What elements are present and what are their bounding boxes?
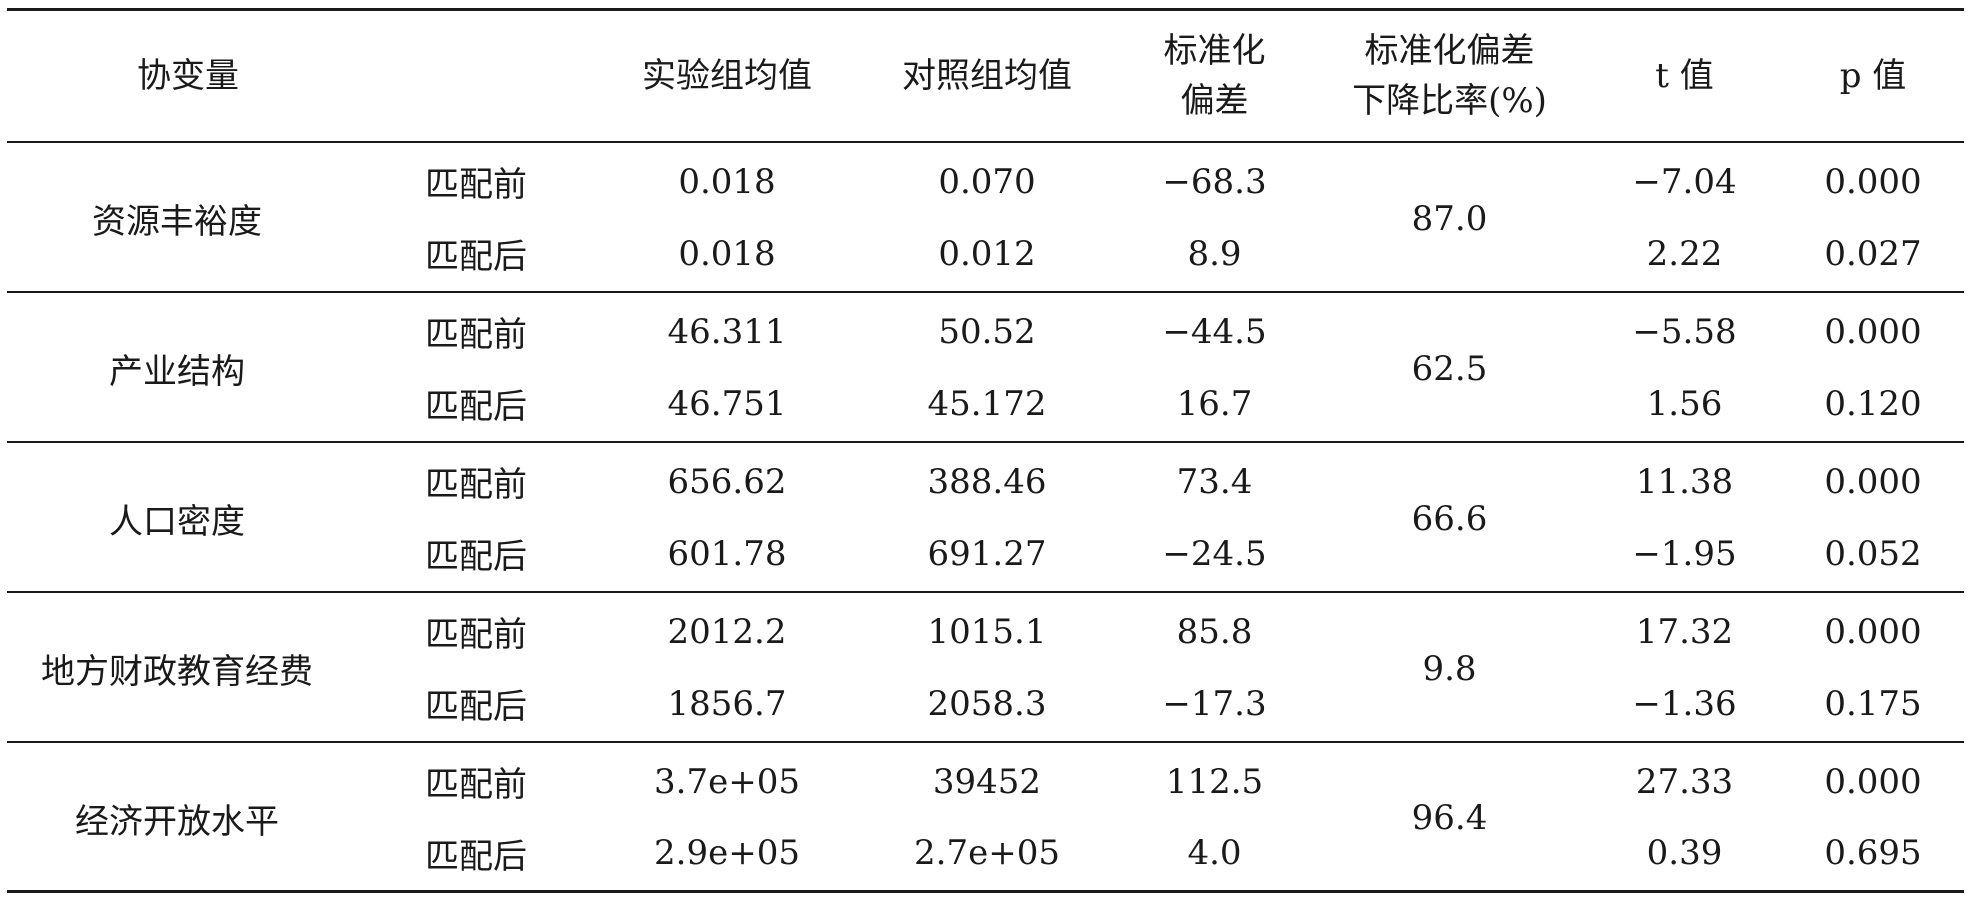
control-mean-cell: 388.46	[927, 461, 1047, 502]
table-row: 匹配后 1856.7 2058.3 −17.3 −1.36 0.175	[7, 666, 1964, 743]
control-mean-cell: 0.012	[857, 216, 1117, 293]
table-header: 协变量 实验组均值 对照组均值 标准化 偏差 标准化偏差 下降比率(%) t 值…	[7, 8, 1964, 143]
t-value-cell: −1.36	[1587, 666, 1782, 743]
treat-mean-cell: 2.9e+05	[597, 816, 857, 893]
covariate-name: 资源丰裕度	[7, 141, 387, 293]
std-bias-cell: 8.9	[1117, 216, 1312, 293]
balance-test-table-container: 协变量 实验组均值 对照组均值 标准化 偏差 标准化偏差 下降比率(%) t 值…	[7, 8, 1964, 893]
p-value-cell: 0.120	[1782, 366, 1964, 443]
header-covariate: 协变量	[7, 8, 597, 143]
stage-label: 匹配后	[387, 366, 597, 443]
treat-mean-cell: 46.751	[597, 366, 857, 443]
treat-mean-cell: 1856.7	[597, 666, 857, 743]
std-bias-cell: 16.7	[1117, 366, 1312, 443]
bias-reduction-cell: 9.8	[1312, 591, 1587, 743]
std-bias-cell: 112.5	[1165, 761, 1264, 802]
header-std-bias: 标准化 偏差	[1117, 8, 1312, 143]
header-bias-reduction-line2: 下降比率(%)	[1352, 80, 1547, 121]
stage-label: 匹配前	[425, 465, 527, 505]
covariate-name: 人口密度	[7, 441, 387, 593]
stage-label: 匹配后	[387, 816, 597, 893]
stage-label: 匹配后	[387, 666, 597, 743]
table-row: 匹配后 601.78 691.27 −24.5 −1.95 0.052	[7, 516, 1964, 593]
table-body: 资源丰裕度 匹配前 0.018 0.070 −68.3 87.0 −7.04 0…	[7, 141, 1964, 893]
t-value-cell: −7.04	[1632, 161, 1737, 202]
treat-mean-cell: 3.7e+05	[654, 761, 800, 802]
t-value-cell: 11.38	[1635, 461, 1734, 502]
t-value-cell: 27.33	[1635, 761, 1734, 802]
p-value-cell: 0.052	[1782, 516, 1964, 593]
control-mean-cell: 0.070	[938, 161, 1036, 202]
header-control-mean: 对照组均值	[857, 8, 1117, 143]
table-row: 匹配后 46.751 45.172 16.7 1.56 0.120	[7, 366, 1964, 443]
table-row: 经济开放水平 匹配前 3.7e+05 39452 112.5 96.4 27.3…	[7, 741, 1964, 893]
t-value-cell: 1.56	[1587, 366, 1782, 443]
control-mean-cell: 2058.3	[857, 666, 1117, 743]
p-value-cell: 0.000	[1824, 161, 1922, 202]
t-value-cell: −5.58	[1632, 311, 1737, 352]
bias-reduction-cell: 96.4	[1312, 741, 1587, 893]
std-bias-cell: −68.3	[1162, 161, 1267, 202]
p-value-cell: 0.695	[1782, 816, 1964, 893]
control-mean-cell: 1015.1	[927, 611, 1047, 652]
table-row: 匹配后 0.018 0.012 8.9 2.22 0.027	[7, 216, 1964, 293]
std-bias-cell: −44.5	[1162, 311, 1267, 352]
header-bias-reduction-line1: 标准化偏差	[1364, 30, 1535, 71]
p-value-cell: 0.175	[1782, 666, 1964, 743]
t-value-cell: 0.39	[1587, 816, 1782, 893]
stage-label: 匹配前	[425, 765, 527, 805]
stage-label: 匹配后	[387, 516, 597, 593]
covariate-name: 地方财政教育经费	[7, 591, 387, 743]
p-value-cell: 0.000	[1824, 761, 1922, 802]
std-bias-cell: −17.3	[1117, 666, 1312, 743]
stage-label: 匹配后	[387, 216, 597, 293]
std-bias-cell: 85.8	[1176, 611, 1253, 652]
std-bias-cell: 4.0	[1117, 816, 1312, 893]
control-mean-cell: 45.172	[857, 366, 1117, 443]
control-mean-cell: 691.27	[857, 516, 1117, 593]
t-value-cell: −1.95	[1587, 516, 1782, 593]
covariate-name: 产业结构	[7, 291, 387, 443]
bias-reduction-cell: 87.0	[1312, 141, 1587, 293]
bias-reduction-cell: 62.5	[1312, 291, 1587, 443]
header-p-value: p 值	[1782, 8, 1964, 143]
control-mean-cell: 50.52	[938, 311, 1036, 352]
stage-label: 匹配前	[425, 615, 527, 655]
table-row: 匹配后 2.9e+05 2.7e+05 4.0 0.39 0.695	[7, 816, 1964, 893]
p-value-cell: 0.000	[1824, 461, 1922, 502]
treat-mean-cell: 656.62	[667, 461, 787, 502]
table-row: 资源丰裕度 匹配前 0.018 0.070 −68.3 87.0 −7.04 0…	[7, 141, 1964, 293]
table-row: 人口密度 匹配前 656.62 388.46 73.4 66.6 11.38 0…	[7, 441, 1964, 593]
header-row: 协变量 实验组均值 对照组均值 标准化 偏差 标准化偏差 下降比率(%) t 值…	[7, 8, 1964, 143]
t-value-cell: 2.22	[1587, 216, 1782, 293]
treat-mean-cell: 46.311	[667, 311, 787, 352]
treat-mean-cell: 0.018	[597, 216, 857, 293]
header-t-value: t 值	[1587, 8, 1782, 143]
header-bias-reduction: 标准化偏差 下降比率(%)	[1312, 8, 1587, 143]
p-value-cell: 0.000	[1824, 311, 1922, 352]
t-value-cell: 17.32	[1635, 611, 1734, 652]
treat-mean-cell: 601.78	[597, 516, 857, 593]
control-mean-cell: 2.7e+05	[857, 816, 1117, 893]
table-row: 地方财政教育经费 匹配前 2012.2 1015.1 85.8 9.8 17.3…	[7, 591, 1964, 743]
control-mean-cell: 39452	[932, 761, 1042, 802]
std-bias-cell: 73.4	[1176, 461, 1253, 502]
table-row: 产业结构 匹配前 46.311 50.52 −44.5 62.5 −5.58 0…	[7, 291, 1964, 443]
header-std-bias-line2: 偏差	[1180, 80, 1249, 121]
covariate-name: 经济开放水平	[7, 741, 387, 893]
header-std-bias-line1: 标准化	[1163, 30, 1266, 71]
p-value-cell: 0.027	[1782, 216, 1964, 293]
balance-test-table: 协变量 实验组均值 对照组均值 标准化 偏差 标准化偏差 下降比率(%) t 值…	[7, 8, 1964, 893]
stage-label: 匹配前	[425, 165, 527, 205]
p-value-cell: 0.000	[1824, 611, 1922, 652]
treat-mean-cell: 2012.2	[667, 611, 787, 652]
stage-label: 匹配前	[425, 315, 527, 355]
std-bias-cell: −24.5	[1117, 516, 1312, 593]
header-treat-mean: 实验组均值	[597, 8, 857, 143]
bias-reduction-cell: 66.6	[1312, 441, 1587, 593]
treat-mean-cell: 0.018	[678, 161, 776, 202]
